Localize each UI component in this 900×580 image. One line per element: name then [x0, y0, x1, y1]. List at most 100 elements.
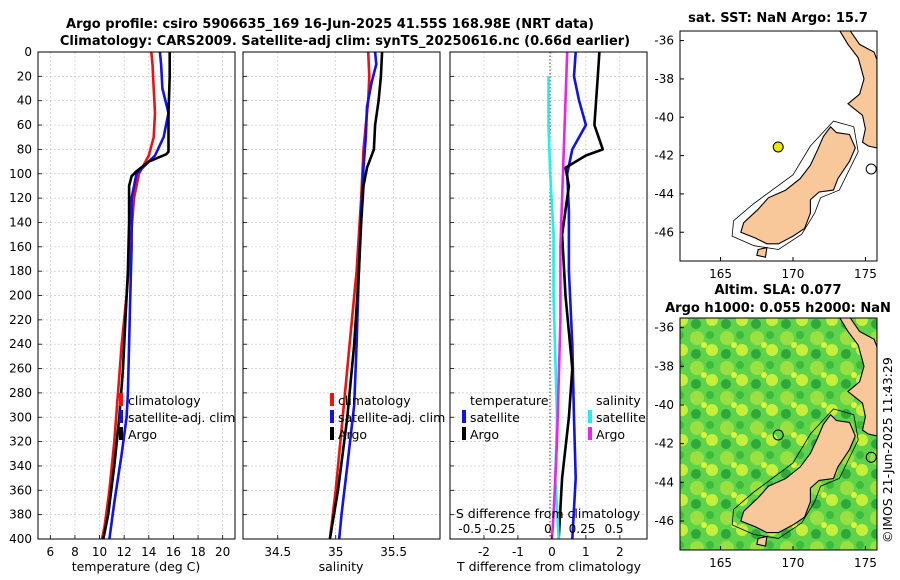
lat-tick-label: -38	[654, 359, 674, 373]
lat-tick-label: -42	[654, 437, 674, 451]
legend-t-argo: Argo	[470, 427, 499, 442]
depth-tick-label: 180	[9, 264, 32, 278]
x-tick-label: 8	[71, 545, 79, 559]
lon-tick-label: 165	[709, 556, 732, 570]
x-tick-label: 2	[616, 545, 624, 559]
s-diff-tick-label: 0	[544, 522, 552, 536]
depth-tick-label: 0	[24, 45, 32, 59]
north-island	[839, 31, 877, 149]
series-line-t-argo	[557, 51, 605, 540]
series-line-satellite-adj-clim	[108, 51, 170, 540]
t-difference-xlabel: T difference from climatology	[456, 559, 642, 574]
contour-loop	[865, 163, 877, 175]
stewart-island	[756, 246, 768, 258]
x-tick-label: 34.5	[264, 545, 291, 559]
salinity-panel: 34.5 35 35.5 salinity climatology satellit…	[242, 51, 445, 574]
x-tick-label: 35.5	[380, 545, 407, 559]
salinity-legend: climatology satellite-adj. clim Argo	[330, 393, 445, 442]
x-tick-label: 35	[328, 545, 343, 559]
legend-t-satellite: satellite	[470, 410, 520, 425]
depth-tick-label: 220	[9, 313, 32, 327]
temperature-xlabel: temperature (deg C)	[72, 559, 201, 574]
legend-sal-argo: Argo	[338, 427, 367, 442]
lat-tick-label: -42	[654, 149, 674, 163]
lon-tick-label: 170	[782, 556, 805, 570]
south-island	[740, 125, 856, 245]
legend-satellite-adj: satellite-adj. clim	[128, 410, 235, 425]
depth-tick-label: 240	[9, 337, 32, 351]
legend-climatology: climatology	[128, 393, 201, 408]
depth-tick-label: 100	[9, 167, 32, 181]
depth-tick-label: 320	[9, 435, 32, 449]
salinity-xlabel: salinity	[319, 559, 364, 574]
x-tick-label: 12	[117, 545, 132, 559]
series-line-argo	[328, 51, 384, 540]
depth-tick-label: 120	[9, 191, 32, 205]
x-tick-label: -2	[478, 545, 490, 559]
temperature-panel: 6 8 10 12 14 16 18 20 temperature (deg C) clima…	[37, 51, 236, 574]
sst-map-title: sat. SST: NaN Argo: 15.7	[688, 11, 868, 26]
lat-tick-label: -40	[654, 110, 674, 124]
depth-tick-label: 40	[17, 94, 32, 108]
lat-tick-label: -36	[654, 34, 674, 48]
s-diff-tick-label: 0.5	[604, 522, 623, 536]
south-island	[740, 413, 856, 534]
contour-loop	[865, 451, 877, 463]
imos-stamp: ©IMOS 21-Jun-2025 11:43:29	[880, 357, 895, 543]
depth-tick-label: 140	[9, 215, 32, 229]
legend-sal-satellite-adj: satellite-adj. clim	[338, 410, 445, 425]
stewart-island	[756, 535, 768, 547]
lon-tick-label: 175	[854, 267, 877, 281]
depth-tick-label: 280	[9, 386, 32, 400]
s-legend: salinity satellite Argo	[588, 393, 646, 442]
north-island	[839, 318, 877, 437]
depth-tick-label: 80	[17, 142, 32, 156]
temperature-legend: climatology satellite-adj. clim Argo	[119, 393, 235, 442]
lat-tick-label: -44	[654, 187, 674, 201]
lon-tick-label: 175	[854, 556, 877, 570]
s-diff-tick-label: -0.25	[484, 522, 515, 536]
depth-tick-label: 20	[17, 69, 32, 83]
lat-tick-label: -44	[654, 475, 674, 489]
s-difference-label: S difference from climatology	[456, 506, 641, 521]
lat-tick-label: -46	[654, 514, 674, 528]
depth-tick-label: 60	[17, 118, 32, 132]
shelf-contour	[731, 408, 859, 539]
depth-tick-label: 200	[9, 289, 32, 303]
legend-s-satellite: satellite	[596, 410, 646, 425]
shelf-contour	[731, 120, 859, 250]
x-tick-label: 1	[582, 545, 590, 559]
depth-tick-label: 400	[9, 532, 32, 546]
lon-tick-label: 165	[709, 267, 732, 281]
x-tick-label: 14	[141, 545, 156, 559]
series-line-s-argo	[550, 51, 569, 540]
depth-axis-labels: 0 20 40 60 80 100 120 140 160 180 200 220 240 260 280 3…	[9, 45, 32, 546]
lon-tick-label: 170	[782, 267, 805, 281]
s-diff-tick-label: -0.5	[458, 522, 481, 536]
sla-map-title-2: Argo h1000: 0.055 h2000: NaN	[665, 301, 891, 316]
argo-location-marker	[772, 429, 784, 441]
sla-map-title-1: Altim. SLA: 0.077	[715, 283, 842, 298]
depth-tick-label: 360	[9, 483, 32, 497]
depth-tick-label: 260	[9, 362, 32, 376]
legend-s-argo: Argo	[596, 427, 625, 442]
sla-map: Altim. SLA: 0.077 Argo h1000: 0.055 h200…	[654, 283, 890, 570]
argo-location-marker	[772, 141, 784, 153]
header-line2: Climatology: CARS2009. Satellite-adj cli…	[60, 34, 630, 49]
depth-tick-label: 300	[9, 410, 32, 424]
x-tick-label: 16	[166, 545, 181, 559]
depth-tick-label: 340	[9, 459, 32, 473]
x-tick-label: 0	[548, 545, 556, 559]
lat-tick-label: -38	[654, 72, 674, 86]
s-diff-tick-label: 0.25	[569, 522, 596, 536]
x-tick-label: 10	[92, 545, 107, 559]
lat-tick-label: -36	[654, 321, 674, 335]
t-legend: temperature satellite Argo	[462, 393, 549, 442]
lat-tick-label: -40	[654, 398, 674, 412]
x-tick-label: -1	[512, 545, 524, 559]
x-tick-label: 6	[46, 545, 54, 559]
depth-tick-label: 160	[9, 240, 32, 254]
lat-tick-label: -46	[654, 225, 674, 239]
legend-sal-climatology: climatology	[338, 393, 411, 408]
